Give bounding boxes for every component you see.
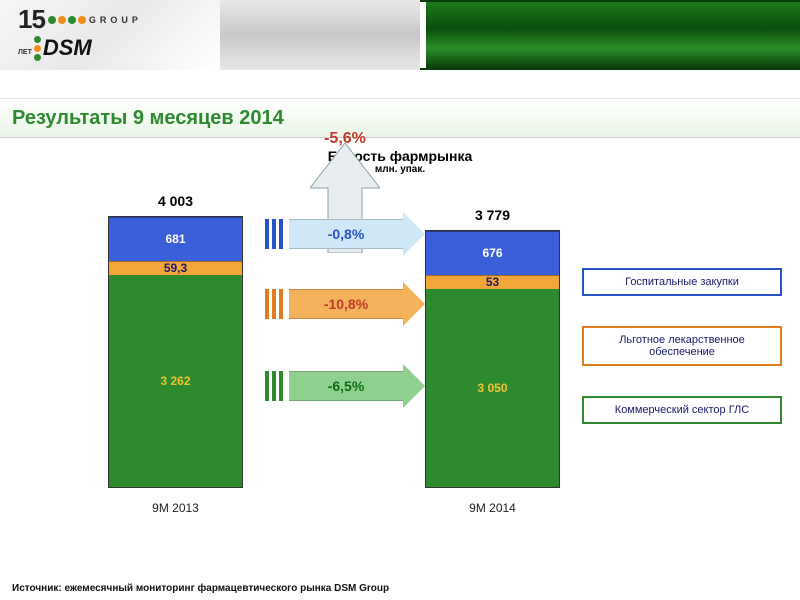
change-arrow-label: -0,8%	[289, 219, 403, 249]
bar-segment-commercial: 3 050	[426, 289, 559, 487]
arrow-tail-stripes-icon	[265, 219, 283, 249]
logo-dot-icon	[48, 16, 56, 24]
arrow-tail-stripes-icon	[265, 371, 283, 401]
stacked-bar: 3 050536763 7799М 2014	[425, 230, 560, 488]
chart-plot: -5,6% -0,8%-10,8%-6,5% Госпитальные заку…	[0, 188, 800, 528]
bar-segment-preferential: 53	[426, 275, 559, 289]
arrow-head-icon	[403, 212, 425, 256]
logo-dot-icon	[78, 16, 86, 24]
bar-x-label: 9М 2014	[426, 501, 559, 515]
page-title: Результаты 9 месяцев 2014	[12, 107, 284, 130]
logo-dot-icon	[34, 54, 41, 61]
arrow-head-icon	[403, 364, 425, 408]
logo-dots-row	[48, 16, 86, 24]
bar-x-label: 9М 2013	[109, 501, 242, 515]
change-arrow-preferential: -10,8%	[265, 286, 425, 322]
header-mid-panel	[220, 0, 420, 70]
arrow-tail-stripes-icon	[265, 289, 283, 319]
change-arrows-column: -5,6% -0,8%-10,8%-6,5%	[265, 208, 425, 488]
logo-number: 15	[18, 4, 45, 35]
header-bar: 15 GROUP ЛЕТ DSM	[0, 0, 800, 70]
logo-dot-icon	[68, 16, 76, 24]
change-arrow-label: -10,8%	[289, 289, 403, 319]
arrow-head-icon	[403, 282, 425, 326]
stacked-bar: 3 26259,36814 0039М 2013	[108, 216, 243, 488]
bar-total-label: 3 779	[426, 207, 559, 223]
change-arrow-label: -6,5%	[289, 371, 403, 401]
legend-item-commercial: Коммерческий сектор ГЛС	[582, 396, 782, 424]
logo-dot-icon	[58, 16, 66, 24]
legend-item-preferential: Льготное лекарственное обеспечение	[582, 326, 782, 366]
bar-segment-preferential: 59,3	[109, 261, 242, 275]
chart-legend: Госпитальные закупки Льготное лекарственн…	[582, 268, 782, 424]
change-arrow-hospital: -0,8%	[265, 216, 425, 252]
legend-item-hospital: Госпитальные закупки	[582, 268, 782, 296]
bar-segment-commercial: 3 262	[109, 275, 242, 487]
change-arrow-commercial: -6,5%	[265, 368, 425, 404]
chart-title-line2: млн. упак.	[0, 164, 800, 175]
logo-dot-icon	[34, 45, 41, 52]
logo-group-text: GROUP	[89, 15, 142, 25]
header-right-panel	[420, 0, 800, 70]
logo-brand: DSM	[43, 35, 92, 61]
bar-segment-hospital: 681	[109, 217, 242, 261]
bar-segment-hospital: 676	[426, 231, 559, 275]
bar-total-label: 4 003	[109, 193, 242, 209]
logo-let-text: ЛЕТ	[18, 49, 32, 56]
logo-dot-icon	[34, 36, 41, 43]
chart-title-line1: Емкость фармрынка	[0, 148, 800, 164]
chart-area: Емкость фармрынка млн. упак. -5,6% -0,8%…	[0, 148, 800, 568]
logo-dots-col	[34, 36, 41, 61]
chart-title: Емкость фармрынка млн. упак.	[0, 148, 800, 175]
source-note: Источник: ежемесячный мониторинг фармаце…	[12, 583, 389, 594]
brand-logo: 15 GROUP ЛЕТ DSM	[18, 4, 188, 61]
